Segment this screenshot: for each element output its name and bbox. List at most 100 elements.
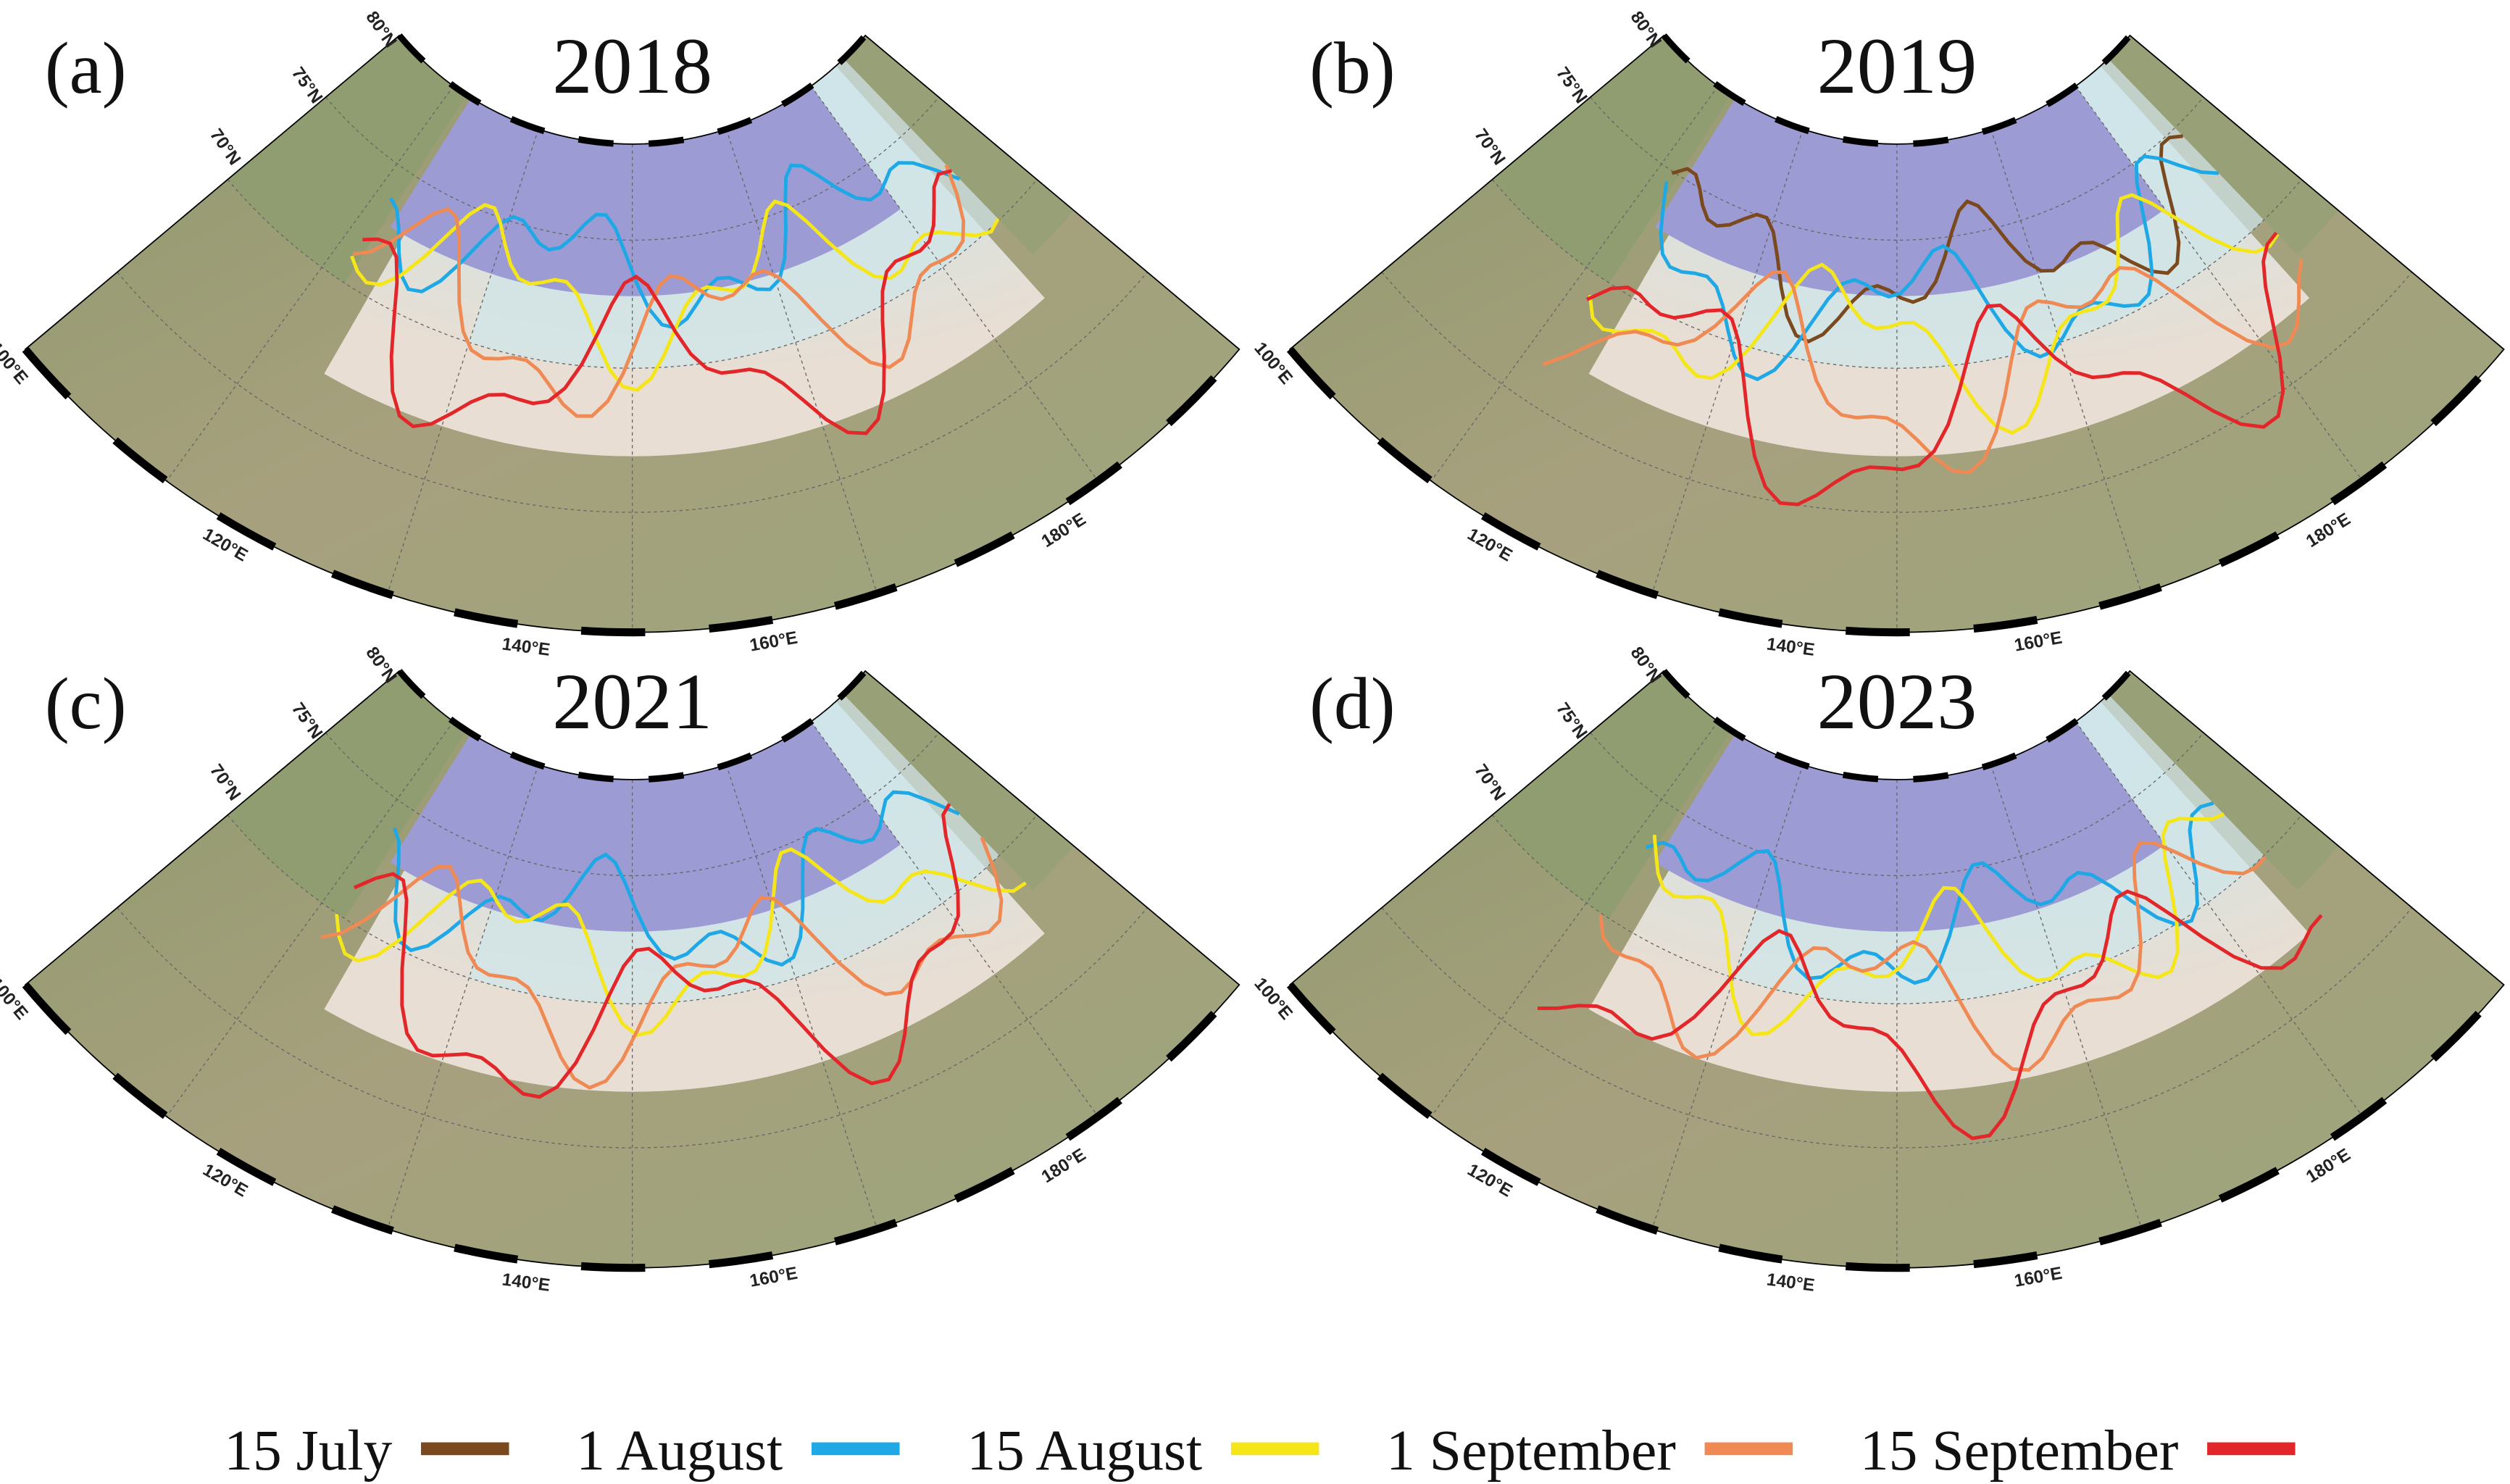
sea-ice: [390, 86, 901, 296]
graticule: [227, 179, 1038, 369]
longitude-label: 100°E: [1250, 338, 1296, 388]
graticule: [2075, 86, 2364, 482]
sea-ice: [390, 721, 901, 932]
ice-edge: [362, 169, 952, 435]
coast-right: [2108, 35, 2339, 255]
legend-swatch: [2207, 1442, 2296, 1456]
frame-outer: [22, 982, 1243, 1272]
longitude-label: 140°E: [1766, 1270, 1816, 1295]
latitude-label: 75°N: [288, 699, 326, 743]
longitude-label: 140°E: [1766, 634, 1816, 659]
frame-outer: [22, 346, 1243, 637]
graticule: [725, 764, 878, 1230]
panel-year: 2019: [1817, 22, 1977, 110]
longitude-label: 160°E: [2013, 628, 2064, 656]
coast-left: [1492, 670, 1732, 919]
coast-left: [228, 670, 467, 919]
ice-edge: [1652, 812, 2225, 1037]
coast-left: [1492, 35, 1732, 283]
ice-edge: [1598, 841, 2267, 1072]
legend-swatch: [1230, 1442, 1319, 1456]
graticule: [387, 129, 539, 594]
latitude-label: 75°N: [288, 64, 326, 107]
longitude-label: 160°E: [749, 1264, 799, 1291]
graticule: [1590, 96, 2204, 241]
frame-inner: [1661, 669, 2132, 783]
ice-edge: [1542, 258, 2303, 475]
graticule: [1990, 129, 2143, 594]
graticule: [810, 721, 1098, 1117]
graticule: [1990, 764, 2143, 1230]
frame-outer: [1286, 346, 2507, 637]
graticule: [1491, 814, 2302, 1004]
panel-label: (b): [1309, 27, 1395, 109]
legend-label: 15 August: [967, 1419, 1202, 1483]
latitude-label: 75°N: [1552, 64, 1590, 107]
legend-label: 1 August: [576, 1419, 783, 1483]
graticule: [166, 86, 454, 482]
ice-edge: [1537, 889, 2323, 1141]
legend: 15 July 1 August 15 August 1 September 15 Se…: [224, 1419, 2296, 1483]
frame-inner: [396, 33, 868, 148]
latitude-label: 70°N: [1470, 125, 1509, 169]
longitude-label: 160°E: [2013, 1264, 2064, 1291]
longitude-label: 140°E: [501, 1270, 551, 1295]
ice-edge: [353, 803, 960, 1099]
map: [25, 670, 1240, 1268]
ice-edge: [335, 847, 1027, 1038]
ice-edge: [1588, 193, 2280, 435]
map: [1290, 35, 2504, 633]
map: [1290, 670, 2504, 1268]
panel-label: (d): [1309, 662, 1395, 744]
longitude-label: 160°E: [749, 628, 799, 656]
frame-inner: [1661, 33, 2132, 148]
graticule: [325, 96, 940, 241]
panel-year: 2021: [552, 657, 712, 746]
latitude-label: 75°N: [1552, 699, 1590, 743]
graticule: [1491, 179, 2302, 369]
graticule: [2075, 721, 2364, 1117]
graticule: [810, 86, 1098, 482]
graticule: [1430, 86, 1719, 482]
graticule: [387, 764, 539, 1230]
latitude-label: 70°N: [206, 761, 244, 804]
panel-label: (c): [45, 662, 127, 744]
graticule: [227, 814, 1038, 1004]
legend-label: 15 July: [224, 1419, 392, 1483]
ice-edge: [1659, 154, 2219, 382]
coast-left: [228, 35, 467, 283]
longitude-label: 100°E: [0, 974, 32, 1023]
graticule: [1651, 764, 1804, 1230]
sea-ice: [1655, 86, 2165, 296]
longitude-label: 100°E: [0, 338, 32, 388]
graticule: [1651, 129, 1804, 594]
latitude-label: 70°N: [1470, 761, 1509, 804]
graticule: [325, 732, 940, 877]
legend-label: 15 September: [1860, 1419, 2178, 1483]
coast-right: [2108, 670, 2339, 891]
panel-year: 2023: [1817, 657, 1977, 746]
longitude-label: 140°E: [501, 634, 551, 659]
graticule: [166, 721, 454, 1117]
graticule: [1590, 732, 2204, 877]
legend-label: 1 September: [1386, 1419, 1676, 1483]
ice-edge: [1671, 134, 2183, 343]
legend-swatch: [812, 1442, 900, 1456]
ice-edge: [352, 164, 966, 418]
sea-ice: [1655, 721, 2165, 932]
coast-right: [843, 670, 1074, 891]
legend-swatch: [421, 1442, 509, 1456]
graticule: [725, 129, 878, 594]
latitude-label: 70°N: [206, 125, 244, 169]
panel-year: 2018: [552, 22, 712, 110]
panel-label: (a): [45, 27, 127, 109]
frame-inner: [396, 669, 868, 783]
longitude-label: 100°E: [1250, 974, 1296, 1023]
